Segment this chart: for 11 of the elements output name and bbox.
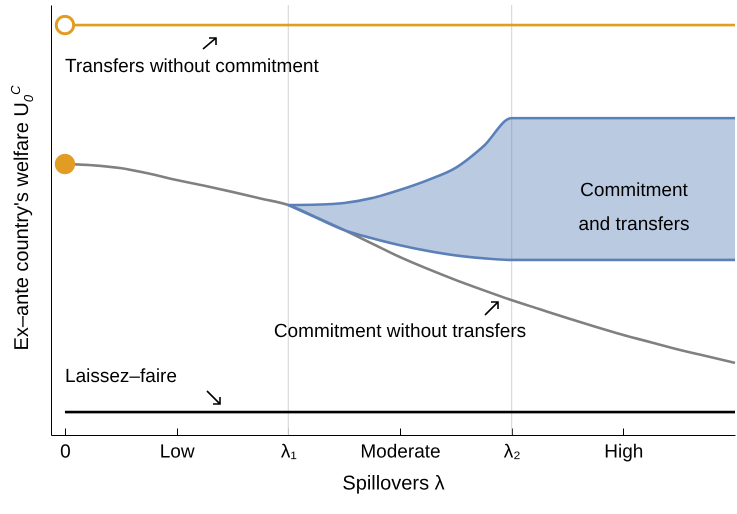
- x-tick-label: 0: [60, 442, 71, 462]
- annotation: Transfers without commitment: [65, 56, 320, 78]
- x-tick-label: Low: [160, 442, 195, 462]
- annotation: Laissez–faire: [65, 366, 177, 388]
- annotation: Commitment without transfers: [274, 321, 526, 342]
- x-tick-label: Moderate: [360, 442, 441, 462]
- x-tick-label: λ₂: [504, 442, 521, 462]
- annotation: Commitment and transfers: [578, 180, 690, 235]
- x-axis-title: Spillovers λ: [342, 472, 445, 494]
- x-tick-label: High: [604, 442, 644, 462]
- x-tick-label: λ₁: [280, 442, 297, 462]
